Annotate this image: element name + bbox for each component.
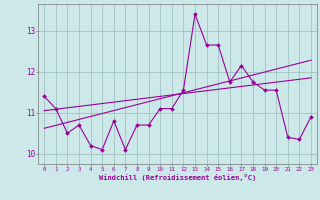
- X-axis label: Windchill (Refroidissement éolien,°C): Windchill (Refroidissement éolien,°C): [99, 174, 256, 181]
